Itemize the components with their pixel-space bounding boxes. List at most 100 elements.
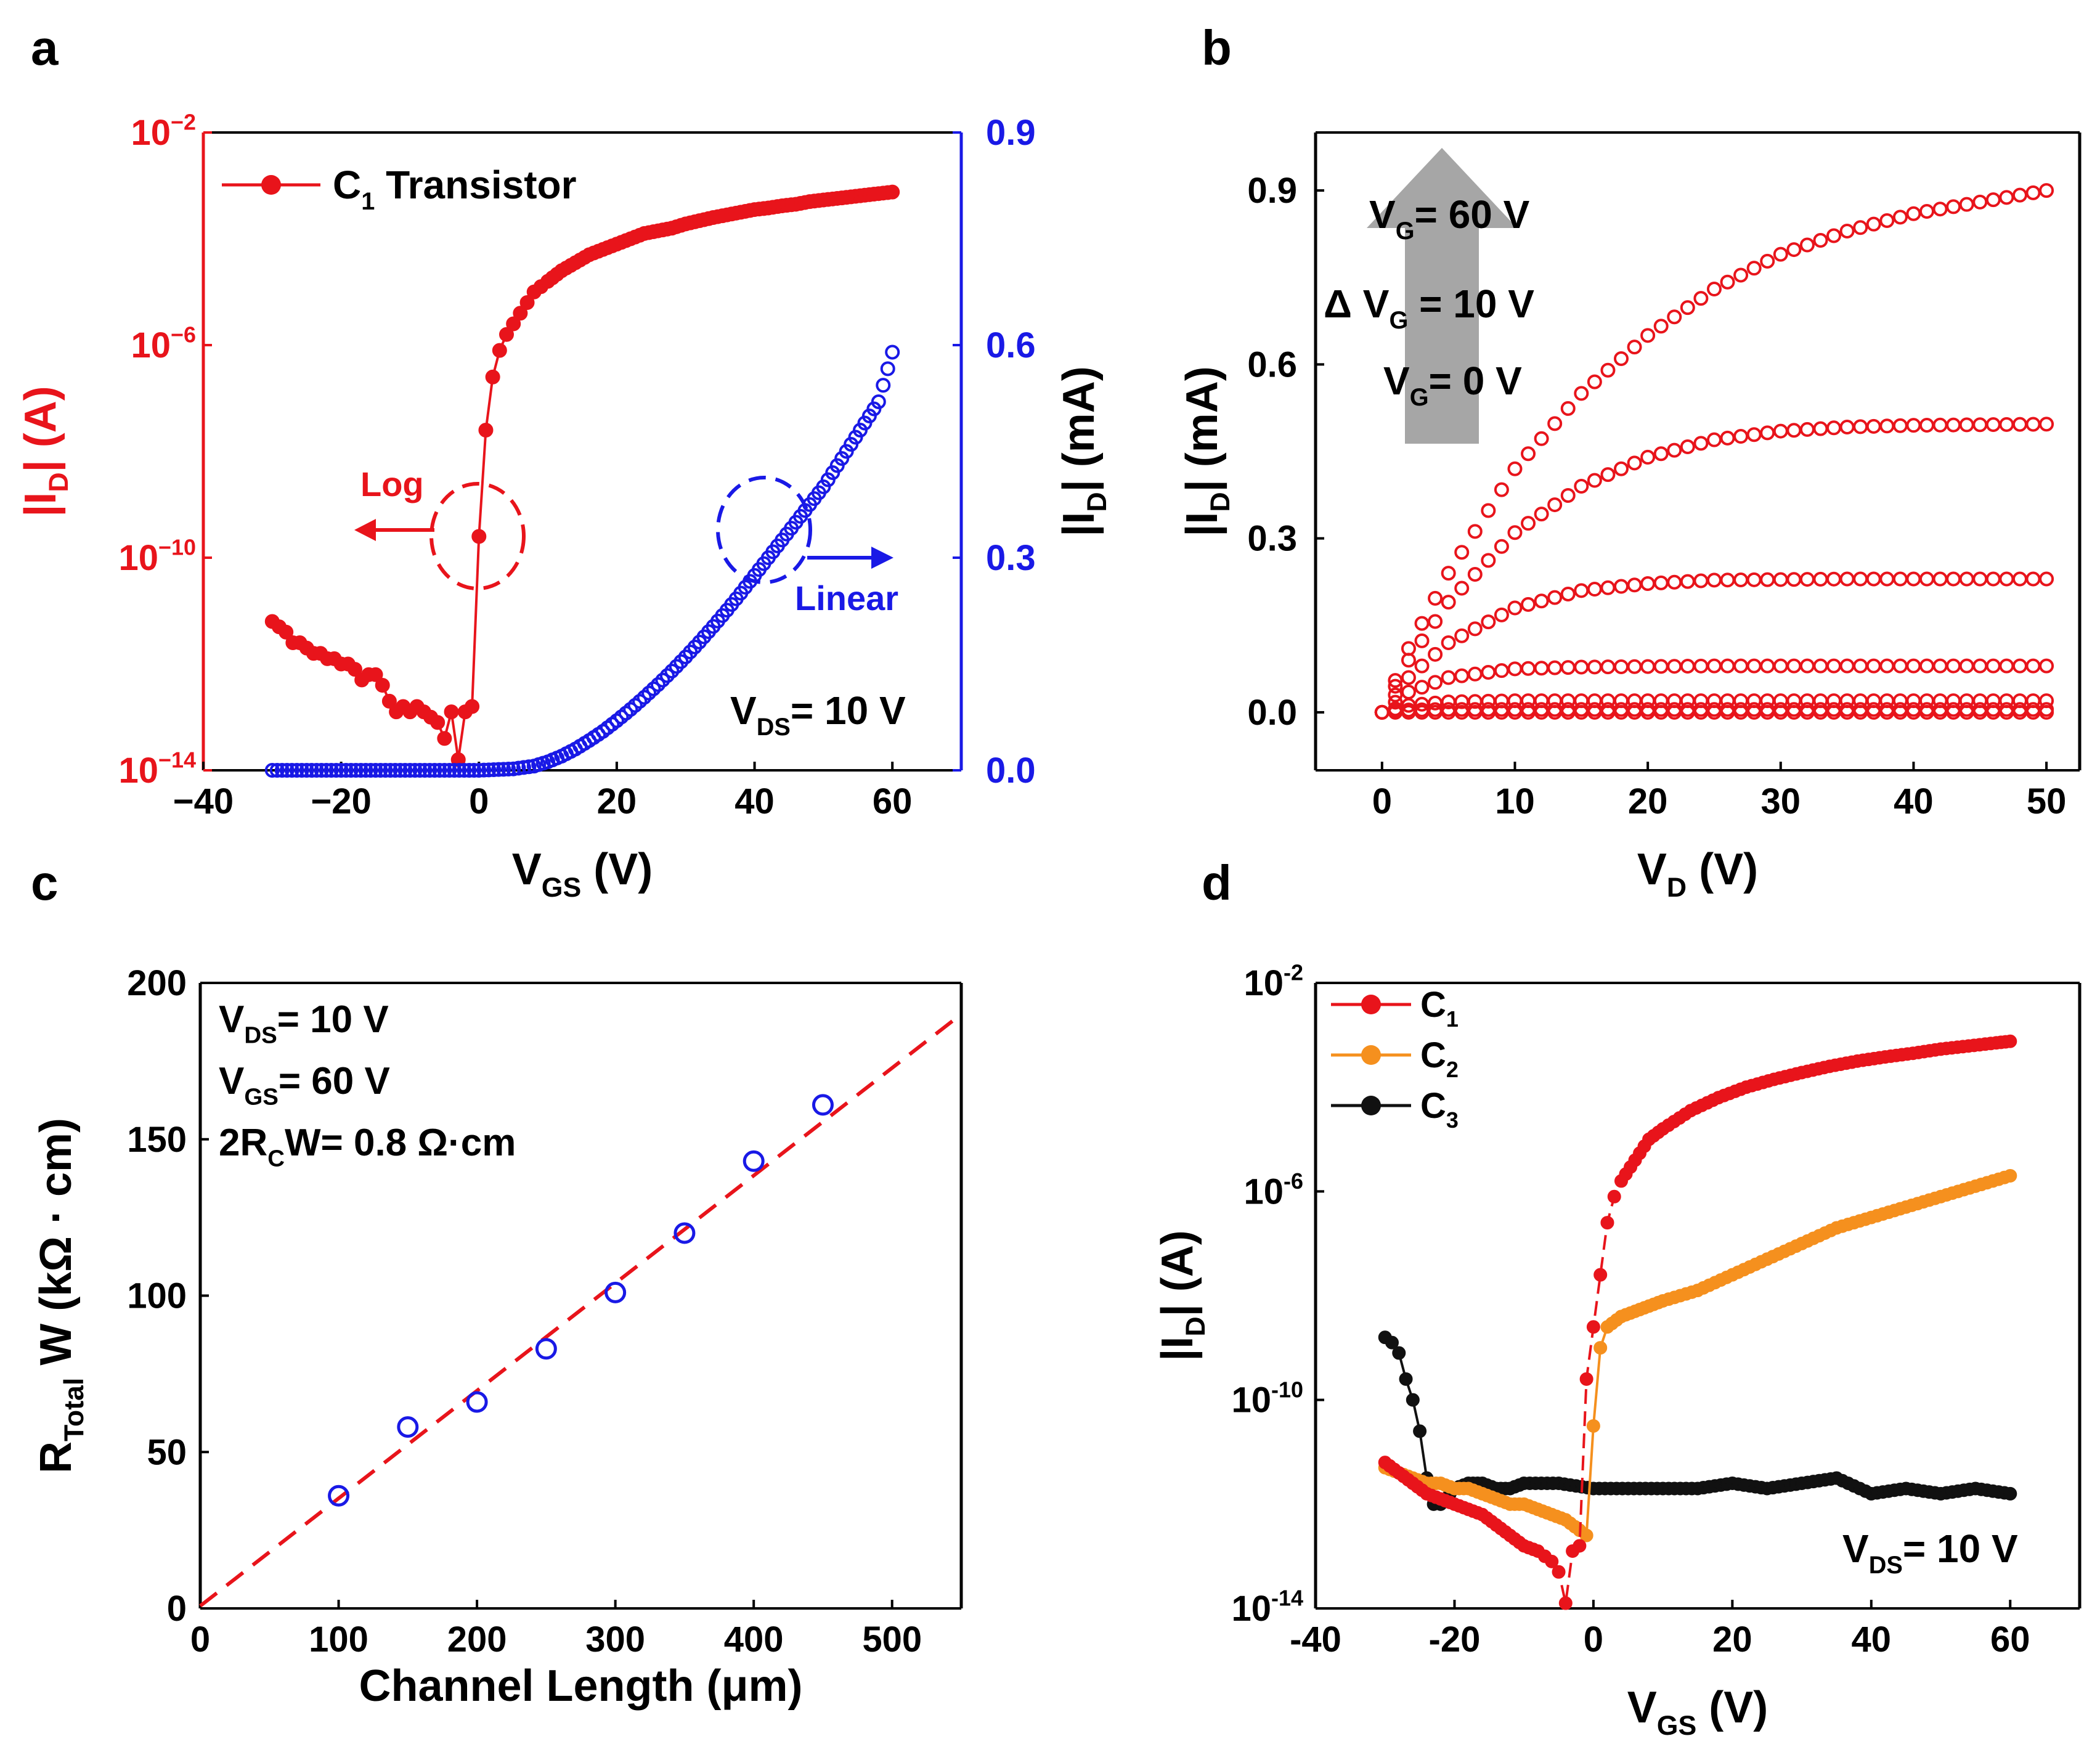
a-ytick-right-label: 0.0	[986, 751, 1036, 791]
b-series-1-point	[1932, 417, 1948, 433]
b-series-1-point	[1733, 429, 1749, 444]
b-series-2-point	[1826, 571, 1842, 587]
b-series-3-point	[1587, 659, 1602, 675]
b-vg-bottom-part: = 0 V	[1429, 359, 1523, 403]
b-series-0-point	[2039, 183, 2054, 198]
a-xtick-label: 20	[597, 781, 637, 821]
d-legend-label-part: C	[1420, 1086, 1446, 1126]
b-series-2-point	[1720, 572, 1735, 588]
b-series-3-point	[1946, 658, 1961, 674]
c-ytick-label: 0	[167, 1589, 187, 1629]
c-data-point	[604, 1281, 627, 1303]
b-series-0-point	[1521, 446, 1536, 462]
b-series-3-point	[1853, 658, 1868, 674]
a-series-linear-point	[358, 763, 373, 778]
a-series-linear-point	[437, 763, 452, 778]
a-log-circle	[429, 482, 526, 590]
b-series-1-point	[1693, 436, 1709, 451]
c-vds-annotation-part: V	[219, 998, 244, 1041]
d-legend-marker	[1361, 1096, 1381, 1115]
a-series-linear-point	[299, 763, 314, 778]
d-ytick-label: 10-14	[1232, 1586, 1303, 1629]
b-series-1-point	[1773, 423, 1788, 439]
b-xlabel-part: (V)	[1687, 845, 1758, 894]
a-ylabel-right: |ID| (mA)	[1054, 366, 1112, 537]
b-series-0-point	[1853, 220, 1868, 235]
b-series-1-point	[1786, 423, 1802, 438]
d-series-1-point	[2003, 1168, 2017, 1183]
b-series-3-point	[1932, 658, 1948, 674]
b-series-2-point	[1667, 574, 1682, 590]
b-series-1-point	[1706, 432, 1722, 447]
b-ylabel: |ID| (mA)	[1178, 366, 1235, 537]
b-series-1-point	[1680, 439, 1695, 454]
b-series-2-point	[1574, 583, 1589, 598]
d-series-0-point	[2003, 1034, 2017, 1048]
b-series-0-point	[1959, 197, 1974, 212]
d-xtick-label: 40	[1852, 1619, 1892, 1660]
b-xtick-label: 0	[1372, 781, 1392, 821]
a-vds-annotation-part: = 10 V	[791, 688, 906, 733]
b-series-1-point	[1946, 417, 1961, 433]
c-ylabel-part: Total	[59, 1378, 89, 1441]
b-series-0-point	[1547, 416, 1563, 431]
b-series-1-point	[1667, 442, 1682, 458]
b-series-1-point	[1760, 425, 1775, 441]
b-series-2-point	[1441, 635, 1456, 650]
a-series-linear-point	[407, 763, 423, 778]
a-series-log-point	[444, 704, 459, 720]
b-vg-bottom: VG= 0 V	[1383, 359, 1522, 411]
c-vgs-annotation-part: GS	[244, 1083, 279, 1110]
b-ylabel-part: |I	[1178, 512, 1227, 537]
b-series-3-point	[1467, 666, 1483, 682]
a-series-linear-point	[885, 344, 900, 360]
a-series-linear-point	[338, 763, 354, 778]
a-series-linear-point	[511, 760, 526, 776]
b-series-0-point	[1813, 233, 1828, 248]
a-series-linear-point	[462, 763, 477, 778]
b-series-3-point	[1401, 684, 1416, 699]
d-xtick-label: 20	[1712, 1619, 1752, 1660]
b-series-1-point	[1866, 418, 1881, 434]
c-xtick-label: 0	[190, 1619, 210, 1660]
b-series-0-point	[1760, 253, 1775, 269]
b-series-3-point	[1746, 658, 1762, 674]
a-series-log-point	[492, 343, 507, 358]
b-series-1-point	[1799, 422, 1815, 437]
b-series-1-point	[2039, 417, 2054, 432]
a-series-linear-point	[417, 763, 433, 778]
a-ylabel-left-part: |I	[16, 492, 65, 517]
b-series-1-point	[1839, 419, 1855, 434]
b-series-1-point	[1614, 461, 1629, 476]
c-data-point	[743, 1150, 765, 1172]
b-series-2-point	[1879, 571, 1895, 587]
c-xtick-label: 300	[585, 1619, 645, 1660]
a-series-log-point	[499, 327, 514, 342]
c-ylabel-part: R	[31, 1441, 81, 1473]
b-series-1-point	[1401, 653, 1416, 668]
b-series-2-point	[1799, 572, 1815, 587]
b-series-3-point	[1839, 658, 1855, 674]
d-ytick-label-part: -6	[1284, 1168, 1303, 1194]
a-xtick-label: −20	[311, 781, 371, 821]
d-xtick-label: -40	[1290, 1619, 1341, 1660]
b-delta-vg: Δ VG = 10 V	[1324, 282, 1534, 334]
a-series-log-point	[519, 295, 535, 310]
a-series-linear-point	[328, 763, 344, 778]
d-ytick-label-part: -10	[1271, 1377, 1303, 1402]
a-ylabel-right-part: |I	[1054, 512, 1104, 537]
c-rc-annotation-part: C	[267, 1145, 285, 1171]
d-ytick-label-part: 10	[1232, 1380, 1272, 1420]
b-series-6-point	[1374, 704, 1390, 720]
b-series-2-point	[1853, 571, 1868, 587]
a-xlabel-part: (V)	[581, 845, 653, 894]
b-series-2-point	[1454, 628, 1470, 643]
b-series-3-point	[1494, 663, 1509, 678]
c-xtick-label: 100	[309, 1619, 368, 1660]
b-series-0-point	[1720, 274, 1735, 290]
a-series-linear-point	[348, 763, 364, 778]
b-series-3-point	[1693, 658, 1709, 674]
a-legend-label-part: Transistor	[375, 163, 576, 207]
b-series-1-point	[2012, 417, 2027, 432]
